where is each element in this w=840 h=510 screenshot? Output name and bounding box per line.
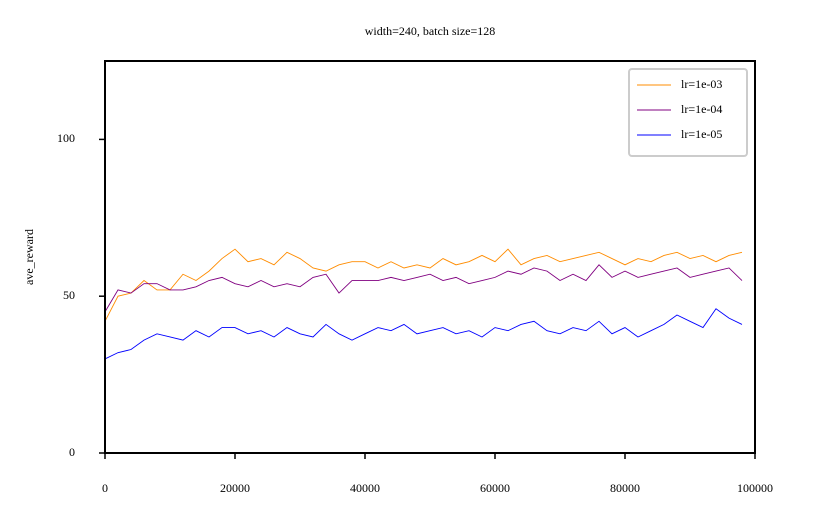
y-tick-label: 50 <box>63 288 75 302</box>
line-series <box>104 264 743 313</box>
legend-label: lr=1e-03 <box>681 77 722 91</box>
x-tick-label: 20000 <box>220 481 250 495</box>
y-tick-label: 0 <box>69 445 75 459</box>
legend-label: lr=1e-04 <box>681 102 722 116</box>
x-tick-label: 0 <box>102 481 108 495</box>
x-tick-label: 100000 <box>737 481 773 495</box>
x-tick-label: 60000 <box>480 481 510 495</box>
legend-label: lr=1e-05 <box>681 127 722 141</box>
line-series <box>104 248 743 322</box>
plot-frame <box>104 60 756 454</box>
chart-title: width=240, batch size=128 <box>365 24 496 38</box>
y-tick-label: 100 <box>57 131 75 145</box>
legend-box <box>628 68 748 157</box>
x-tick-label: 40000 <box>350 481 380 495</box>
x-tick-label: 80000 <box>610 481 640 495</box>
y-axis-label: ave_reward <box>22 229 36 285</box>
line-series <box>104 308 743 360</box>
